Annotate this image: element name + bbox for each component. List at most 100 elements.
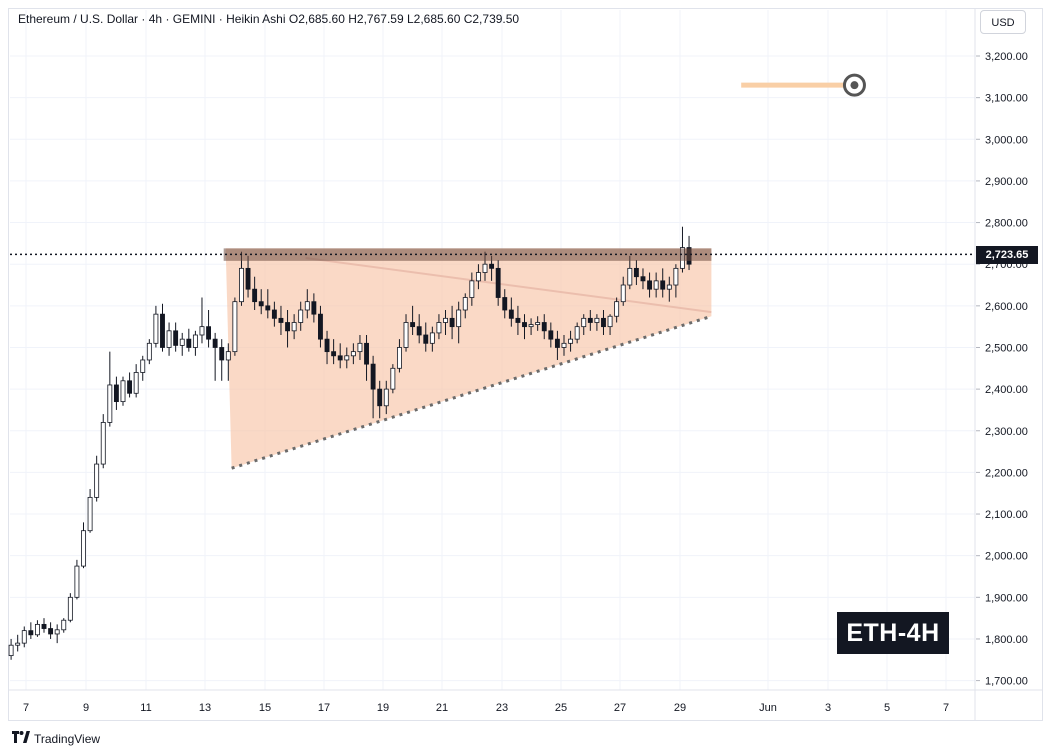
chart-frame: [8, 8, 1043, 721]
candle: [278, 305, 284, 335]
y-tick-label: 1,800.00: [985, 634, 1028, 646]
candle: [120, 376, 126, 406]
candle-body-up: [568, 338, 574, 344]
candle: [416, 314, 422, 344]
candle: [232, 297, 238, 356]
candle: [601, 310, 606, 335]
candle-body-down: [258, 301, 264, 307]
candle-body-up: [528, 324, 534, 328]
candle-body-up: [74, 565, 80, 598]
tradingview-logo[interactable]: TradingView: [12, 731, 100, 746]
y-tick-label: 3,000.00: [985, 134, 1028, 146]
candle-body-up: [673, 267, 679, 286]
candle-body-down: [278, 317, 284, 323]
candle-body-up: [429, 332, 435, 344]
candle-body-down: [160, 313, 165, 348]
candle: [396, 339, 402, 373]
price-axis: 3,200.00 3,100.00 3,000.00 2,900.00 2,800.00…: [974, 9, 1028, 720]
y-tick-label: 1,700.00: [985, 676, 1028, 688]
candle-body-up: [396, 347, 402, 369]
separator: ·: [165, 12, 170, 26]
candle: [436, 314, 442, 340]
x-tick-label: 9: [83, 702, 89, 714]
candle: [15, 634, 21, 652]
candle: [495, 260, 501, 306]
y-tick-label: 1,900.00: [985, 592, 1028, 604]
candle: [67, 593, 73, 623]
candle: [54, 624, 60, 644]
candle-body-down: [640, 276, 646, 282]
candle: [8, 638, 14, 660]
candle-body-down: [331, 351, 337, 357]
candle: [337, 343, 343, 369]
candle-body-up: [357, 342, 363, 353]
timeframe[interactable]: 4h: [148, 12, 163, 26]
currency-button[interactable]: USD: [980, 10, 1026, 34]
candle-body-up: [390, 367, 396, 390]
candle: [522, 314, 527, 340]
candle: [331, 339, 337, 365]
candle-body-down: [127, 380, 133, 394]
candle: [285, 310, 290, 348]
candle-body-down: [522, 322, 527, 328]
resistance-zone: [223, 248, 712, 261]
candle: [357, 334, 363, 360]
x-tick-label: Jun: [759, 702, 777, 714]
candle-body-up: [232, 301, 238, 353]
candle-body-up: [403, 322, 409, 348]
candle-body-up: [607, 315, 613, 328]
candle-body-down: [206, 326, 212, 340]
x-tick-label: 15: [259, 702, 271, 714]
separator: ·: [218, 12, 223, 26]
candle: [94, 455, 100, 502]
y-tick-label: 3,200.00: [985, 51, 1028, 63]
candle: [614, 297, 620, 323]
candle-body-down: [587, 317, 593, 323]
candle: [410, 305, 416, 335]
separator: ·: [141, 12, 146, 26]
ascending-triangle-area: [225, 248, 712, 469]
x-tick-label: 7: [943, 702, 949, 714]
candle-body-down: [285, 322, 290, 332]
candle: [666, 276, 672, 302]
candle: [627, 255, 633, 290]
candle-body-up: [614, 301, 620, 317]
candle-body-down: [337, 355, 343, 361]
candle: [81, 522, 86, 569]
candle: [48, 622, 54, 639]
x-tick-label: 13: [199, 702, 211, 714]
candle: [561, 334, 567, 356]
candle-body-up: [8, 644, 14, 657]
time-axis: 7 9 11 13 15 17 19 21 23 25 27 29 Jun 3 5 7: [9, 689, 1042, 714]
candle: [100, 414, 106, 469]
candle-body-down: [370, 363, 376, 390]
symbol-name[interactable]: Ethereum / U.S. Dollar: [18, 12, 139, 26]
candle-body-up: [574, 326, 580, 340]
candle-body-down: [318, 313, 323, 340]
current-price-label: 2,723.65: [976, 246, 1038, 264]
candle-body-up: [462, 297, 468, 311]
x-tick-label: 23: [496, 702, 508, 714]
candle-body-down: [311, 301, 317, 315]
tradingview-icon: [12, 731, 30, 746]
candle: [271, 301, 277, 327]
candle-body-down: [252, 288, 258, 303]
candle: [574, 322, 580, 344]
candlesticks: [8, 226, 692, 660]
candle-body-up: [443, 317, 448, 323]
candle-body-up: [350, 351, 356, 357]
candle: [146, 339, 152, 365]
candle: [456, 301, 462, 344]
candle: [443, 310, 448, 335]
y-tick-label: 2,500.00: [985, 342, 1028, 354]
y-tick-label: 2,600.00: [985, 301, 1028, 313]
candle: [225, 343, 231, 381]
candle: [370, 355, 376, 419]
candle-body-up: [100, 422, 106, 465]
candle-body-down: [212, 338, 218, 348]
candle: [160, 303, 165, 352]
y-tick-label: 2,000.00: [985, 551, 1028, 563]
symbol-header: Ethereum / U.S. Dollar · 4h · GEMINI · H…: [18, 12, 519, 26]
candle: [620, 276, 626, 306]
